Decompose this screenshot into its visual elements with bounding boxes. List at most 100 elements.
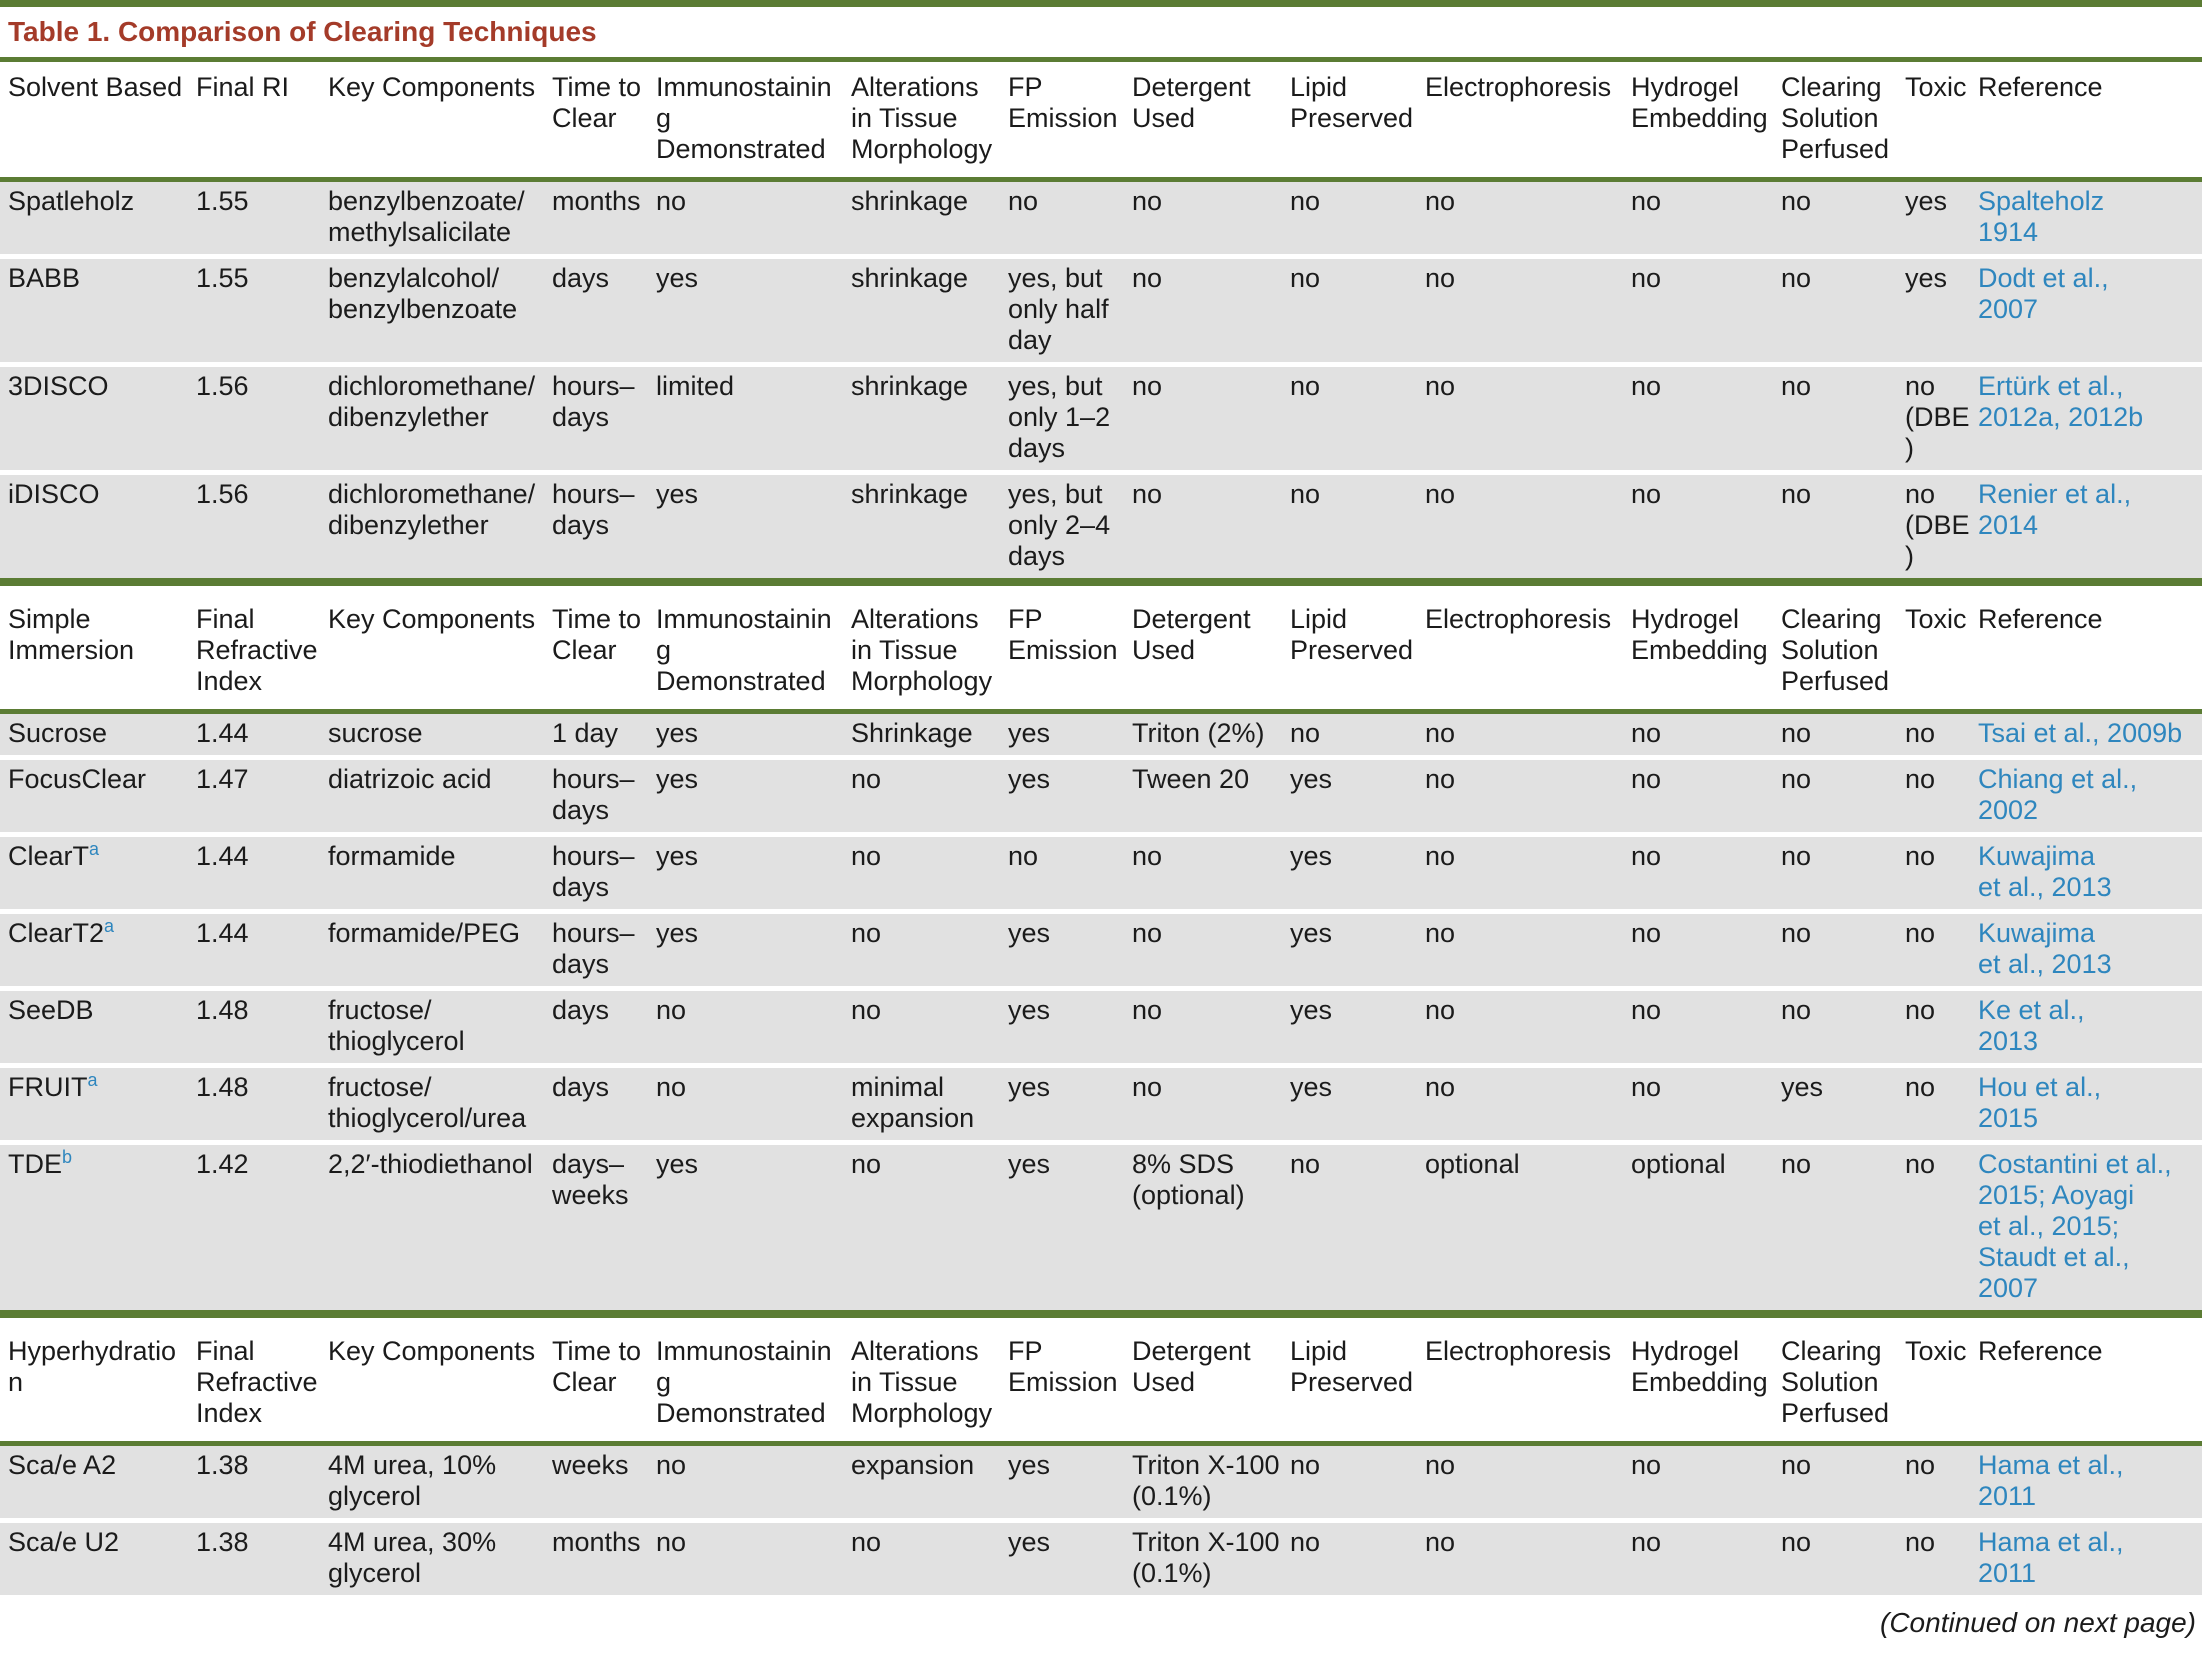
table-row: TDEb 1.42 2,2′-thiodiethanol days– weeks yes… [0, 1145, 2202, 1310]
reference-link[interactable]: Chiang et al., 2002 [1978, 764, 2138, 825]
table-cell: no [1425, 764, 1456, 794]
reference-link[interactable]: Kuwajima et al., 2013 [1978, 918, 2112, 979]
continued-note: (Continued on next page) [1880, 1607, 2196, 1638]
reference-link[interactable]: Costantini et al., 2015; Aoyagi et al., … [1978, 1149, 2172, 1303]
table-row: ClearT2a 1.44 formamide/PEG hours– days yes n… [0, 914, 2202, 986]
table-cell: 1.44 [196, 841, 249, 871]
reference-link[interactable]: Ertürk et al., 2012a, 2012b [1978, 371, 2144, 432]
table-cell: no [1290, 1149, 1321, 1179]
technique-name-text: FocusClear [8, 764, 147, 794]
footnote-marker: a [89, 839, 100, 859]
table-row: Sucrose 1.44 sucrose 1 day yes Shrinkage yes Tr… [0, 714, 2202, 755]
technique-name: TDEb [0, 1145, 196, 1310]
table-cell: no [1781, 1149, 1812, 1179]
footnote-marker: a [104, 916, 115, 936]
reference-link[interactable]: Ke et al., 2013 [1978, 995, 2085, 1056]
table-cell: yes [1781, 1072, 1824, 1102]
table-cell: no [1132, 186, 1163, 216]
table-cell: no [1008, 186, 1039, 216]
table-cell: no [1425, 186, 1456, 216]
section-header-row: Solvent Based Final RI Key Components Time … [0, 62, 2202, 177]
technique-name: SeeDB [0, 991, 196, 1063]
reference-link[interactable]: Hou et al., 2015 [1978, 1072, 2102, 1133]
reference-cell: Kuwajima et al., 2013 [1978, 914, 2202, 986]
column-header: Electrophoresis [1425, 1318, 1631, 1441]
table-row: iDISCO 1.56 dichloromethane/ dibenzylether… [0, 475, 2202, 578]
table-cell: yes [1008, 718, 1051, 748]
table-row: FocusClear 1.47 diatrizoic acid hours– days… [0, 760, 2202, 832]
header-divider [0, 177, 2202, 182]
column-header: Alterations in Tissue Morphology [851, 62, 1008, 177]
column-header: Alterations in Tissue Morphology [851, 1318, 1008, 1441]
table-cell: no [656, 1527, 687, 1557]
table-cell: formamide [328, 841, 456, 871]
column-header: Electrophoresis [1425, 62, 1631, 177]
table-cell: yes [1008, 1527, 1051, 1557]
comparison-table: Solvent Based Final RI Key Components Time … [0, 62, 2202, 1595]
reference-link[interactable]: Hama et al., 2011 [1978, 1527, 2124, 1588]
section-divider [0, 578, 2202, 586]
table-cell: no [1631, 841, 1662, 871]
section-header-row: Hyperhydration Final Refractive Index Key … [0, 1318, 2202, 1441]
table-cell: no [1008, 841, 1039, 871]
column-header: Immunostaining Demonstrated [656, 1318, 851, 1441]
table-cell: yes [1290, 918, 1333, 948]
table-cell: no [1905, 841, 1936, 871]
column-header: Detergent Used [1132, 586, 1290, 709]
table-row: BABB 1.55 benzylalcohol/ benzylbenzoate day… [0, 259, 2202, 362]
table-cell: no [1905, 1072, 1936, 1102]
reference-link[interactable]: Hama et al., 2011 [1978, 1450, 2124, 1511]
table-cell: no [851, 918, 882, 948]
section-body: Spatleholz 1.55 benzylbenzoate/ methylsali… [0, 182, 2202, 578]
table-cell: no [1290, 479, 1321, 509]
table-cell: no [1425, 718, 1456, 748]
section-body: Sucrose 1.44 sucrose 1 day yes Shrinkage yes Tr… [0, 714, 2202, 1310]
table-cell: minimal expansion [851, 1072, 975, 1133]
column-header: Simple Immersion [0, 586, 196, 709]
reference-link[interactable]: Tsai et al., 2009b [1978, 718, 2183, 748]
column-header: Final Refractive Index [196, 1318, 328, 1441]
reference-link[interactable]: Spalteholz 1914 [1978, 186, 2105, 247]
table-cell: 1.55 [196, 263, 249, 293]
table-cell: sucrose [328, 718, 423, 748]
table-cell: 1.44 [196, 918, 249, 948]
table-cell: days [552, 995, 610, 1025]
column-header: Lipid Preserved [1290, 586, 1425, 709]
technique-name: 3DISCO [0, 367, 196, 470]
table-cell: 1.44 [196, 718, 249, 748]
column-header: Hydrogel Embedding [1631, 62, 1781, 177]
column-header: Detergent Used [1132, 62, 1290, 177]
reference-cell: Hou et al., 2015 [1978, 1068, 2202, 1140]
table-cell: yes [656, 263, 699, 293]
table-cell: diatrizoic acid [328, 764, 492, 794]
column-header: Clearing Solution Perfused [1781, 586, 1905, 709]
table-cell: no [851, 764, 882, 794]
table-row: Sca/e A2 1.38 4M urea, 10% glycerol weeks no… [0, 1446, 2202, 1518]
table-cell: no [1425, 841, 1456, 871]
reference-link[interactable]: Renier et al., 2014 [1978, 479, 2132, 540]
table-cell: formamide/PEG [328, 918, 521, 948]
column-header: Lipid Preserved [1290, 1318, 1425, 1441]
table-cell: no [1132, 995, 1163, 1025]
table-row: 3DISCO 1.56 dichloromethane/ dibenzylether… [0, 367, 2202, 470]
table-cell: limited [656, 371, 735, 401]
reference-link[interactable]: Kuwajima et al., 2013 [1978, 841, 2112, 902]
table-cell: no [1905, 1527, 1936, 1557]
table-cell: yes, but only half day [1008, 263, 1109, 355]
table-cell: no [1905, 1149, 1936, 1179]
technique-name-text: Sca/e A2 [8, 1450, 117, 1480]
table-cell: fructose/ thioglycerol/urea [328, 1072, 527, 1133]
table-cell: no [1631, 479, 1662, 509]
reference-cell: Kuwajima et al., 2013 [1978, 837, 2202, 909]
table-cell: no [1905, 918, 1936, 948]
section-divider [0, 1310, 2202, 1318]
table-cell: days [552, 1072, 610, 1102]
reference-cell: Tsai et al., 2009b [1978, 714, 2202, 755]
technique-name-text: Sucrose [8, 718, 108, 748]
column-header: Toxic [1905, 62, 1978, 177]
reference-link[interactable]: Dodt et al., 2007 [1978, 263, 2109, 324]
table-cell: shrinkage [851, 479, 969, 509]
table-cell: no [1781, 186, 1812, 216]
table-cell: no [1132, 918, 1163, 948]
table-cell: yes, but only 1–2 days [1008, 371, 1111, 463]
